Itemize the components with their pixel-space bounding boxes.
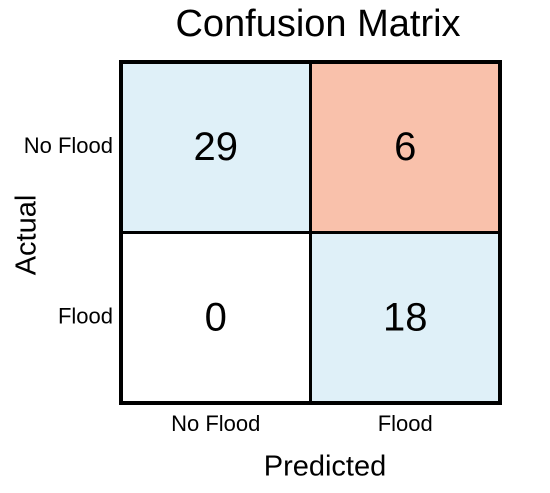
cell-value: 6	[394, 125, 416, 169]
x-axis-label: Predicted	[264, 451, 387, 483]
x-tick-label: Flood	[378, 411, 433, 436]
cell-value: 0	[205, 295, 227, 339]
cell	[119, 60, 312, 234]
chart-title: Confusion Matrix	[175, 3, 460, 45]
x-tick-label: No Flood	[171, 411, 260, 436]
cell	[119, 231, 312, 405]
y-tick-label: No Flood	[24, 133, 113, 158]
cell	[309, 60, 502, 234]
y-axis-label: Actual	[11, 195, 43, 276]
y-tick-label: Flood	[58, 304, 113, 329]
cell-value: 29	[194, 125, 239, 169]
cell-value: 18	[383, 295, 428, 339]
matrix-border	[119, 60, 502, 405]
